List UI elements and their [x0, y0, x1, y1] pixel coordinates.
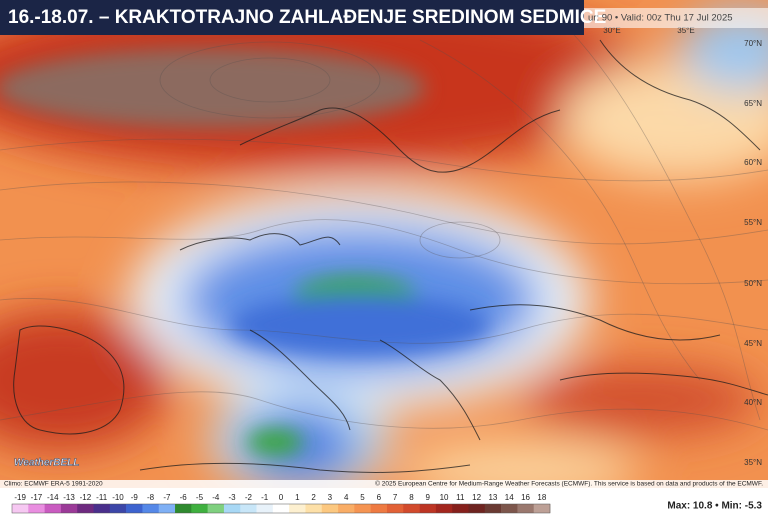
colorbar-swatch	[484, 504, 502, 513]
colorbar-label: 12	[472, 493, 481, 502]
colorbar-label: 10	[440, 493, 449, 502]
max-min: Max: 10.8 • Min: -5.3	[667, 501, 762, 512]
colorbar-swatch	[305, 504, 323, 513]
colorbar-swatch	[289, 504, 306, 513]
colorbar-swatch	[452, 504, 469, 513]
colorbar-swatch	[60, 504, 78, 513]
colorbar-swatch	[321, 504, 339, 513]
colorbar-swatch	[419, 504, 437, 513]
latitude-label: 45°N	[744, 339, 762, 348]
colorbar-swatch	[77, 504, 94, 513]
longitude-label: 35°E	[677, 26, 694, 35]
colorbar-swatch	[207, 504, 225, 513]
credit-note: © 2025 European Centre for Medium-Range …	[375, 480, 763, 488]
colorbar-swatch	[386, 504, 404, 513]
colorbar-label: -11	[96, 493, 108, 502]
colorbar-label: -10	[112, 493, 124, 502]
climo-note: Climo: ECMWF ERA-5 1991-2020	[4, 481, 103, 488]
colorbar-label: -8	[147, 493, 155, 502]
colorbar-swatch	[126, 504, 143, 513]
colorbar-swatch	[28, 504, 45, 513]
colorbar-label: 9	[426, 493, 431, 502]
title: 16.-18.07. – KRAKTOTRAJNO ZAHLAĐENJE SRE…	[8, 7, 606, 28]
colorbar-frame	[11, 503, 551, 514]
latitude-label: 40°N	[744, 398, 762, 407]
streamlines	[0, 19, 768, 431]
colorbar-swatch	[223, 504, 241, 513]
latitude-label: 50°N	[744, 279, 762, 288]
latitude-labels: 70°N 65°N 60°N 55°N 50°N 45°N 40°N 35°N	[744, 39, 762, 467]
colorbar-label: 18	[537, 493, 546, 502]
colorbar-label: 6	[377, 493, 382, 502]
map: 70°N 65°N 60°N 55°N 50°N 45°N 40°N 35°N 30°E 35°…	[0, 0, 768, 488]
colorbar-label: -6	[180, 493, 188, 502]
colorbar-label: -1	[261, 493, 269, 502]
colorbar: -19 -17 -14 -13 -12 -11 -10 -9 -8 -7 -6 -5 -4 -3 -2 -1 0…	[11, 493, 551, 514]
colorbar-label: 11	[456, 493, 465, 502]
logo: WeatherBELL	[14, 458, 79, 469]
latitude-label: 55°N	[744, 218, 762, 227]
colorbar-label: -9	[131, 493, 139, 502]
latitude-label: 70°N	[744, 39, 762, 48]
title-bar	[0, 0, 584, 35]
colorbar-label: -12	[80, 493, 92, 502]
longitude-label: 30°E	[603, 26, 620, 35]
header-info: ur: 90 • Valid: 00z Thu 17 Jul 2025	[588, 13, 733, 24]
colorbar-label: -5	[196, 493, 204, 502]
colorbar-swatch	[240, 504, 257, 513]
latitude-label: 35°N	[744, 458, 762, 467]
colorbar-label: -14	[47, 493, 59, 502]
colorbar-swatch	[109, 504, 127, 513]
colorbar-label: 3	[328, 493, 333, 502]
colorbar-swatch	[517, 504, 534, 513]
colorbar-label: 2	[311, 493, 316, 502]
longitude-labels: 30°E 35°E	[603, 26, 694, 35]
colorbar-swatch	[354, 504, 371, 513]
latitude-label: 60°N	[744, 158, 762, 167]
colorbar-swatch	[142, 504, 160, 513]
colorbar-swatch	[191, 504, 208, 513]
colorbar-swatch	[338, 504, 355, 513]
colorbar-label: 1	[295, 493, 300, 502]
colorbar-label: 13	[488, 493, 497, 502]
colorbar-swatch	[93, 504, 111, 513]
colorbar-swatch	[370, 504, 388, 513]
colorbar-label: 4	[344, 493, 349, 502]
colorbar-label: -4	[212, 493, 220, 502]
colorbar-swatch	[435, 504, 453, 513]
colorbar-swatch	[272, 504, 290, 513]
colorbar-swatch	[158, 504, 176, 513]
colorbar-label: -17	[31, 493, 43, 502]
colorbar-swatch	[44, 504, 62, 513]
colorbar-label: -13	[63, 493, 75, 502]
colorbar-label: 16	[521, 493, 530, 502]
colorbar-swatch	[533, 504, 551, 513]
colorbar-label: -2	[245, 493, 253, 502]
colorbar-swatch	[256, 504, 274, 513]
colorbar-label: 14	[505, 493, 514, 502]
colorbar-label: -19	[14, 493, 26, 502]
colorbar-swatch	[175, 504, 192, 513]
colorbar-label: 5	[360, 493, 365, 502]
colorbar-label: 7	[393, 493, 398, 502]
colorbar-label: 8	[409, 493, 414, 502]
colorbar-swatch	[12, 504, 29, 513]
latitude-label: 65°N	[744, 99, 762, 108]
colorbar-label: -3	[229, 493, 237, 502]
colorbar-label: 0	[279, 493, 284, 502]
colorbar-label: -7	[163, 493, 171, 502]
colorbar-swatch	[468, 504, 486, 513]
colorbar-swatch	[403, 504, 420, 513]
colorbar-swatch	[501, 504, 518, 513]
coastlines	[13, 39, 768, 473]
